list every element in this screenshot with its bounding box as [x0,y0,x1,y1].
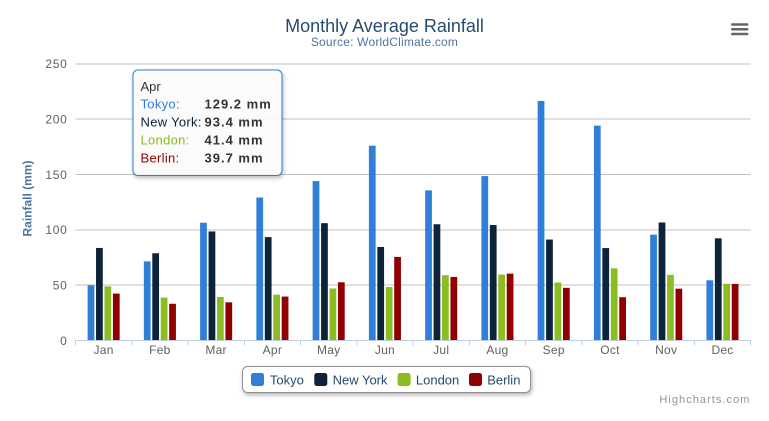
svg-text:Monthly Average Rainfall: Monthly Average Rainfall [285,16,484,36]
svg-text:93.4 mm: 93.4 mm [205,115,264,130]
svg-text:39.7 mm: 39.7 mm [205,151,264,166]
svg-text:200: 200 [45,113,67,127]
svg-text:New York: New York [333,373,388,388]
svg-text:Berlin:: Berlin: [141,151,180,166]
svg-text:Jul: Jul [433,343,449,357]
svg-text:Apr: Apr [141,79,162,94]
svg-text:Jun: Jun [375,343,395,357]
svg-text:Jan: Jan [94,343,114,357]
svg-text:150: 150 [45,168,67,182]
svg-text:100: 100 [45,223,67,237]
svg-text:Rainfall (mm): Rainfall (mm) [21,160,35,236]
svg-text:Apr: Apr [263,343,282,357]
svg-text:0: 0 [60,334,67,348]
svg-text:Aug: Aug [486,343,508,357]
svg-text:Mar: Mar [205,343,226,357]
svg-text:Berlin: Berlin [487,373,520,388]
svg-text:Tokyo: Tokyo [270,373,304,388]
svg-text:Oct: Oct [600,343,620,357]
svg-text:Nov: Nov [655,343,677,357]
svg-text:London: London [416,373,459,388]
svg-text:London:: London: [141,133,190,148]
svg-text:41.4 mm: 41.4 mm [205,133,264,148]
svg-text:Feb: Feb [149,343,171,357]
svg-text:Highcharts.com: Highcharts.com [659,394,750,406]
svg-text:Sep: Sep [543,343,565,357]
svg-text:Source: WorldClimate.com: Source: WorldClimate.com [311,35,458,49]
svg-text:129.2 mm: 129.2 mm [205,97,272,112]
svg-text:250: 250 [45,57,67,71]
svg-text:Dec: Dec [711,343,733,357]
svg-text:New York:: New York: [141,115,202,130]
svg-text:Tokyo:: Tokyo: [141,97,180,112]
svg-text:May: May [317,343,340,357]
svg-text:50: 50 [53,279,68,293]
